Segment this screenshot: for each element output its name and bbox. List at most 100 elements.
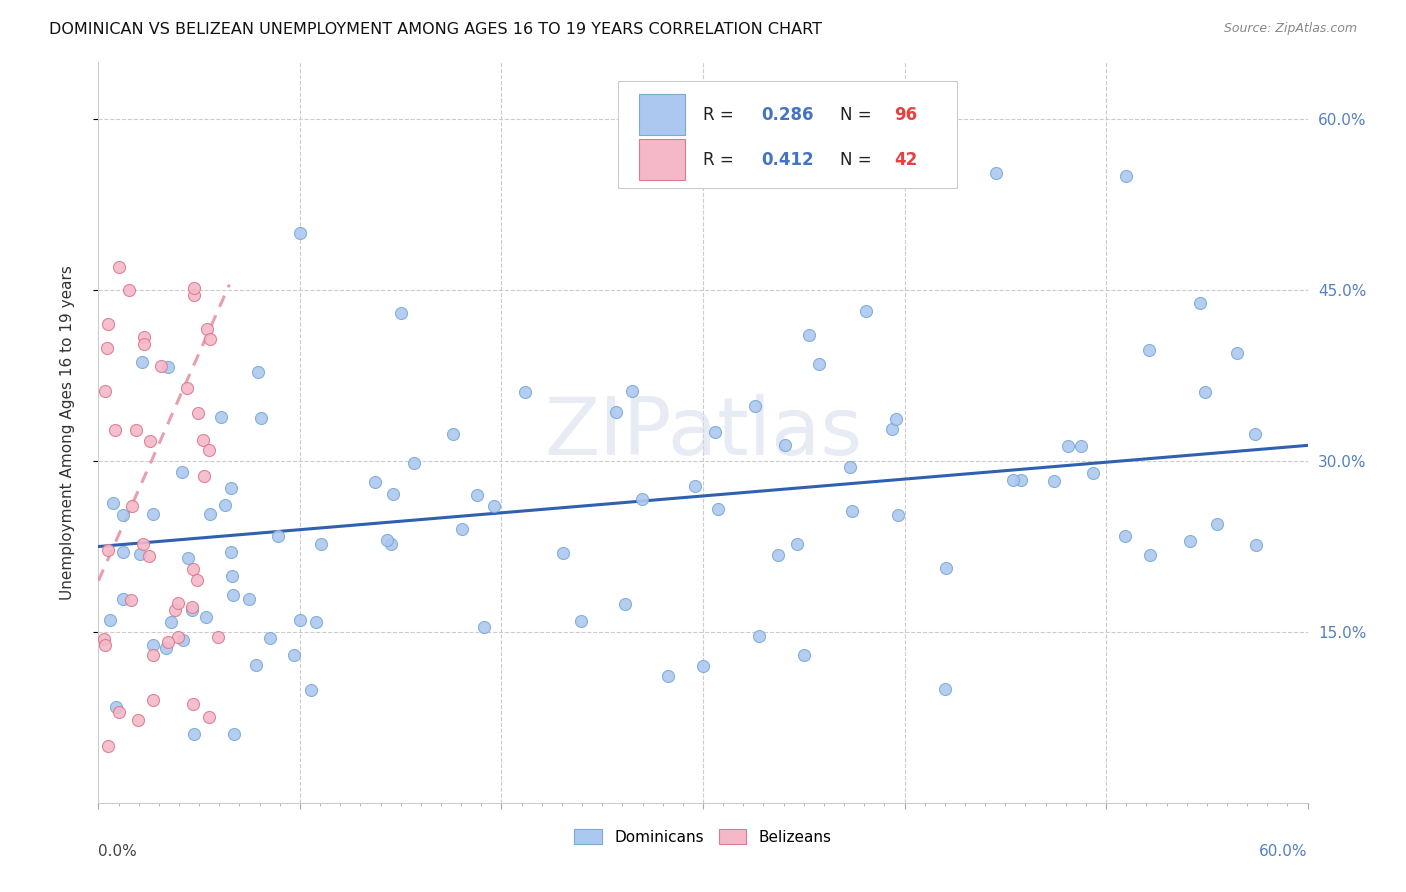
Point — [183, 280, 205, 294]
Point — [181, 698, 204, 712]
Point — [299, 682, 322, 697]
Point — [194, 610, 217, 624]
Point — [181, 562, 204, 576]
Point — [198, 507, 221, 521]
Text: 0.412: 0.412 — [761, 151, 814, 169]
Point — [934, 681, 956, 696]
Point — [450, 522, 472, 536]
Point — [159, 615, 181, 629]
Point — [1139, 548, 1161, 562]
Point — [163, 603, 186, 617]
Text: ZIPatlas: ZIPatlas — [544, 393, 862, 472]
Point — [104, 423, 127, 437]
Point — [283, 648, 305, 663]
Point — [138, 549, 160, 564]
Point — [786, 537, 808, 551]
Point — [197, 321, 219, 335]
Point — [1244, 538, 1267, 552]
Point — [375, 533, 398, 547]
Point — [142, 507, 165, 521]
Point — [465, 488, 488, 502]
Point — [1188, 296, 1211, 310]
Point — [209, 409, 232, 424]
Point — [176, 381, 198, 395]
Point — [120, 593, 142, 607]
Point — [250, 411, 273, 425]
Point — [841, 504, 863, 518]
Point — [935, 560, 957, 574]
Point — [238, 592, 260, 607]
Point — [288, 613, 311, 627]
Point — [515, 384, 537, 399]
Text: N =: N = — [839, 151, 876, 169]
Point — [288, 227, 311, 241]
Point — [1115, 169, 1137, 184]
Point — [380, 537, 402, 551]
Point — [621, 384, 644, 398]
Point — [1002, 473, 1025, 487]
Point — [221, 568, 243, 582]
Point — [882, 422, 904, 436]
Point — [183, 727, 205, 741]
Point — [305, 615, 328, 630]
Text: 96: 96 — [894, 105, 917, 124]
Point — [222, 727, 245, 741]
Point — [887, 508, 910, 523]
Point — [551, 545, 574, 559]
Point — [222, 588, 245, 602]
Point — [177, 551, 200, 566]
Point — [149, 359, 172, 373]
Point — [181, 603, 204, 617]
Point — [631, 491, 654, 506]
Point — [685, 478, 707, 492]
Point — [198, 443, 221, 458]
Point — [441, 426, 464, 441]
Point — [766, 549, 789, 563]
Point — [1057, 439, 1080, 453]
Point — [125, 423, 148, 437]
Point — [93, 632, 115, 646]
Point — [107, 260, 129, 275]
Point — [247, 365, 270, 379]
Point — [245, 658, 267, 673]
Text: DOMINICAN VS BELIZEAN UNEMPLOYMENT AMONG AGES 16 TO 19 YEARS CORRELATION CHART: DOMINICAN VS BELIZEAN UNEMPLOYMENT AMONG… — [49, 22, 823, 37]
Point — [1226, 346, 1249, 360]
Point — [309, 536, 332, 550]
Point — [156, 635, 179, 649]
Point — [97, 739, 120, 753]
Point — [96, 341, 118, 355]
Point — [259, 631, 281, 645]
Point — [183, 288, 205, 302]
Point — [142, 648, 165, 662]
Text: 0.286: 0.286 — [761, 105, 814, 124]
Point — [472, 620, 495, 634]
Point — [657, 669, 679, 683]
Point — [986, 166, 1008, 180]
Point — [482, 499, 505, 513]
Point — [118, 283, 141, 297]
Point — [107, 705, 129, 719]
Text: R =: R = — [703, 105, 740, 124]
Point — [111, 545, 134, 559]
Point — [1194, 384, 1216, 399]
Point — [807, 357, 830, 371]
Point — [707, 501, 730, 516]
Bar — [638, 95, 685, 135]
Text: 42: 42 — [894, 151, 917, 169]
FancyBboxPatch shape — [619, 81, 957, 188]
Point — [142, 693, 165, 707]
Point — [884, 411, 907, 425]
Point — [104, 699, 127, 714]
Point — [131, 355, 153, 369]
Point — [389, 306, 412, 320]
Point — [94, 638, 117, 652]
Point — [221, 545, 243, 559]
Point — [166, 630, 188, 644]
Point — [1244, 427, 1267, 442]
Point — [382, 486, 405, 500]
Point — [98, 613, 121, 627]
Text: 60.0%: 60.0% — [1260, 844, 1308, 858]
Point — [132, 330, 155, 344]
Text: Source: ZipAtlas.com: Source: ZipAtlas.com — [1223, 22, 1357, 36]
Point — [214, 498, 236, 512]
